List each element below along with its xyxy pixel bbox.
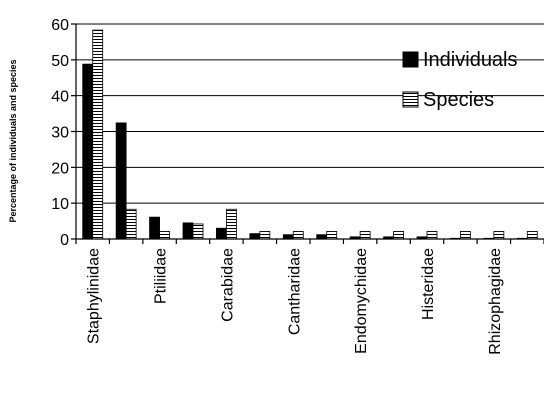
bar-species-1	[125, 208, 137, 240]
bar-species-2	[159, 231, 170, 240]
y-tick-label: 10	[51, 196, 69, 213]
bar-species-5	[259, 231, 271, 240]
y-tick-label: 40	[51, 89, 69, 106]
x-tick-label: Endomychidae	[353, 248, 370, 354]
bar-species-9	[393, 231, 404, 240]
bar-species-11	[460, 231, 471, 240]
legend-swatch-individuals	[402, 51, 419, 68]
bar-species-4	[226, 208, 237, 240]
x-tick-label: Rhizophagidae	[487, 248, 504, 355]
bar-species-10	[426, 231, 438, 240]
bar-species-7	[326, 231, 338, 240]
gridlines	[76, 23, 544, 204]
bar-individuals-4	[216, 227, 227, 240]
y-tick-label: 0	[60, 232, 69, 249]
y-tick-label: 20	[51, 160, 69, 177]
bar-species-3	[192, 223, 204, 240]
bar-species-13	[526, 231, 538, 240]
x-tick-label: Cantharidae	[286, 248, 303, 335]
x-tick-label: Carabidae	[219, 248, 236, 322]
bar-species-6	[292, 231, 304, 240]
bar-individuals-1	[115, 122, 127, 240]
legend-swatch-species	[402, 91, 419, 108]
bar-individuals-0	[82, 63, 94, 240]
legend: Individuals Species	[402, 49, 518, 111]
legend-label-species: Species	[423, 89, 494, 111]
x-axis-labels: Staphylinidae Ptiliidae Carabidae Cantharid…	[86, 248, 504, 355]
bar-individuals-5	[249, 233, 261, 240]
bar-species-8	[359, 231, 371, 240]
axes	[75, 24, 544, 244]
y-axis-title: Percentage of individuals and species	[8, 59, 18, 222]
bar-individuals-7	[316, 234, 328, 240]
x-tick-label: Ptiliidae	[153, 248, 170, 304]
y-tick-label: 30	[51, 125, 69, 142]
bar-individuals-3	[182, 222, 194, 240]
bar-species-0	[92, 29, 104, 240]
y-axis-ticks: 0 10 20 30 40 50 60	[51, 17, 76, 249]
bar-individuals-2	[149, 216, 160, 240]
x-tick-label: Staphylinidae	[86, 248, 103, 344]
y-tick-label: 50	[51, 53, 69, 70]
y-tick-label: 60	[51, 17, 69, 34]
bar-individuals-6	[282, 234, 294, 240]
bar-species-12	[493, 231, 505, 240]
legend-label-individuals: Individuals	[423, 49, 518, 71]
x-tick-label: Histeridae	[420, 248, 437, 320]
